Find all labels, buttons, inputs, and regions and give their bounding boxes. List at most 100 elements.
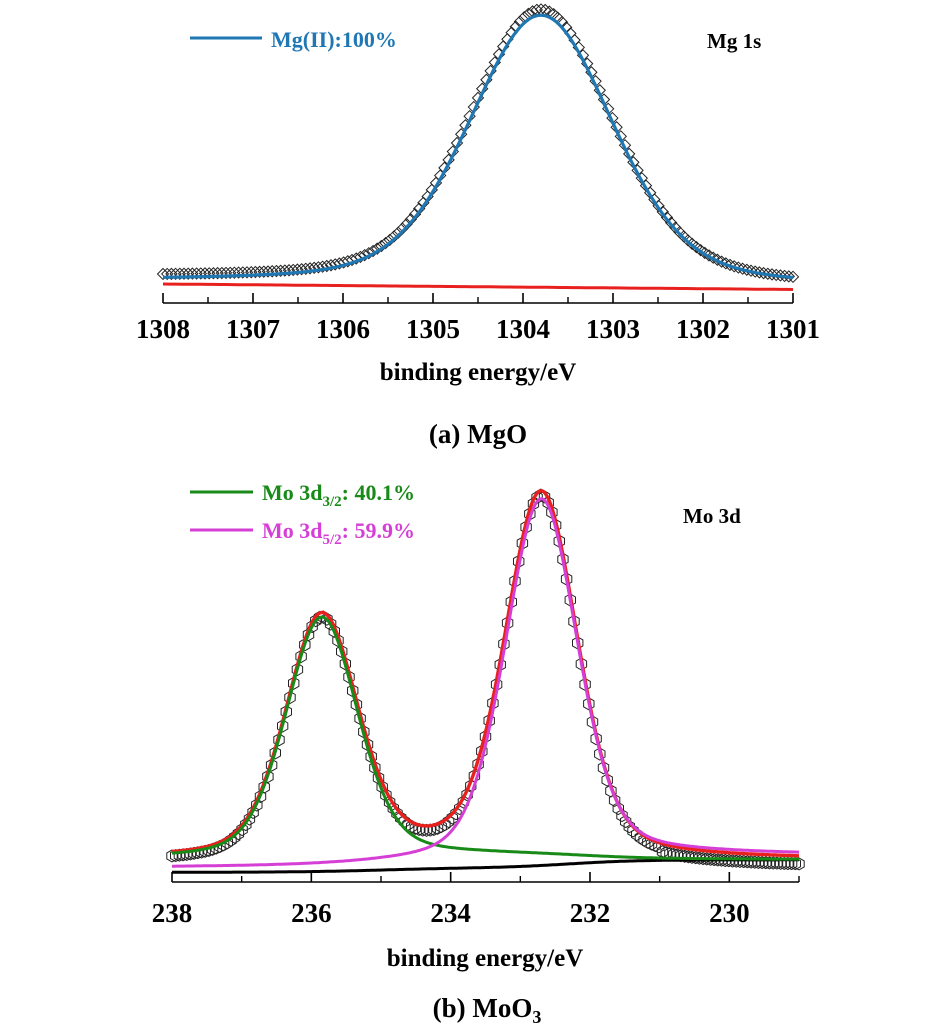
- data-point: [207, 267, 220, 280]
- data-point: [240, 818, 252, 832]
- panel-b-xlabel: binding energy/eV: [387, 945, 584, 972]
- data-point: [215, 266, 229, 280]
- panel-a-tick-label: 1307: [226, 314, 280, 344]
- data-point: [181, 267, 195, 280]
- panel-a-legend: Mg(II):100%: [190, 27, 397, 52]
- data-point: [538, 490, 551, 504]
- fit-line-mo-3d32: [171, 615, 800, 861]
- data-point: [169, 267, 182, 281]
- data-point: [623, 820, 635, 834]
- data-point: [349, 252, 363, 265]
- data-point: [693, 851, 706, 865]
- data-point: [232, 266, 245, 279]
- data-point: [736, 262, 749, 275]
- data-point: [450, 807, 462, 821]
- data-point: [194, 267, 208, 280]
- data-point: [586, 715, 599, 729]
- data-point: [232, 827, 245, 841]
- data-point: [186, 267, 199, 280]
- data-point: [682, 850, 694, 864]
- panel-b-plot-area: [166, 488, 805, 874]
- data-point: [299, 638, 311, 652]
- data-point: [198, 267, 212, 280]
- data-point: [753, 266, 766, 279]
- data-point: [358, 248, 371, 262]
- data-point: [262, 770, 274, 784]
- data-point: [656, 845, 669, 859]
- panel-a-mg1s: 1308 1307 1306 1305 1304 1303 1302 1301 Mg(II):…: [136, 3, 820, 449]
- data-point: [774, 269, 787, 282]
- panel-b-annotation: Mo 3d: [683, 504, 741, 528]
- data-point: [265, 758, 278, 772]
- fit-line-mo-3d52: [172, 497, 799, 868]
- data-point: [288, 676, 300, 690]
- data-point: [420, 823, 433, 837]
- data-point: [332, 633, 344, 648]
- data-point: [786, 270, 800, 284]
- legend-label-mg-ii: Mg(II):100%: [271, 27, 397, 52]
- data-point: [616, 809, 628, 823]
- panel-a-tick-label: 1306: [316, 314, 370, 344]
- data-point: [284, 690, 296, 705]
- data-point: [612, 801, 624, 816]
- data-point: [247, 805, 259, 819]
- data-point: [697, 852, 709, 866]
- data-point: [324, 259, 338, 272]
- data-point: [594, 747, 606, 761]
- data-point: [225, 833, 237, 847]
- data-point: [590, 732, 602, 746]
- data-point: [701, 852, 713, 866]
- panel-a-tick-label: 1302: [676, 314, 730, 344]
- data-point: [236, 266, 250, 279]
- data-point: [620, 815, 632, 829]
- data-point: [202, 267, 216, 280]
- legend-label-mo-3d32: Mo 3d3/2: 40.1%: [262, 480, 415, 510]
- data-point: [160, 267, 174, 281]
- data-point: [534, 3, 548, 16]
- data-point: [778, 269, 791, 283]
- data-point: [243, 812, 256, 826]
- data-point: [370, 242, 384, 255]
- data-point: [627, 824, 639, 838]
- data-point: [177, 267, 191, 280]
- panel-a-tick-label: 1303: [586, 314, 640, 344]
- data-point: [306, 619, 318, 634]
- data-point: [740, 263, 754, 276]
- panel-b-mo3d: 238 236 234 232 230 Mo 3d3/2: 40.1% Mo 3d5/2…: [152, 480, 805, 1027]
- panel-a-tick-label: 1301: [766, 314, 820, 344]
- panel-b-x-axis: 238 236 234 232 230: [152, 872, 800, 928]
- data-point: [269, 746, 281, 760]
- background-line: [162, 282, 794, 291]
- panel-b-tick-label: 236: [291, 898, 332, 928]
- data-point: [165, 267, 178, 281]
- data-point: [765, 268, 779, 281]
- data-point: [690, 851, 702, 865]
- panel-a-tick-label: 1304: [496, 314, 550, 344]
- data-point: [291, 662, 304, 677]
- data-point: [608, 793, 621, 807]
- panel-a-plot-area: [156, 3, 800, 291]
- data-point: [362, 246, 376, 260]
- panel-a-caption: (a) MgO: [429, 419, 527, 449]
- panel-b-legend: Mo 3d3/2: 40.1% Mo 3d5/2: 59.9%: [190, 480, 415, 548]
- data-point: [375, 239, 388, 253]
- data-point: [211, 266, 224, 280]
- panel-a-xlabel: binding energy/eV: [380, 359, 577, 386]
- data-point: [761, 267, 775, 280]
- data-point: [236, 822, 248, 837]
- data-point: [704, 852, 717, 866]
- data-point: [757, 266, 770, 280]
- panel-a-tick-label: 1305: [406, 314, 460, 344]
- data-point: [324, 617, 337, 631]
- data-point: [277, 719, 289, 733]
- data-point: [782, 270, 796, 283]
- panel-a-tick-label: 1308: [136, 314, 190, 344]
- data-point: [295, 649, 307, 664]
- data-point: [280, 705, 292, 719]
- panel-b-tick-label: 234: [430, 898, 471, 928]
- data-point: [675, 849, 687, 863]
- fit-line-mg-ii: [163, 13, 794, 280]
- legend-label-mo-3d52: Mo 3d5/2: 59.9%: [262, 518, 415, 548]
- data-point: [354, 250, 367, 264]
